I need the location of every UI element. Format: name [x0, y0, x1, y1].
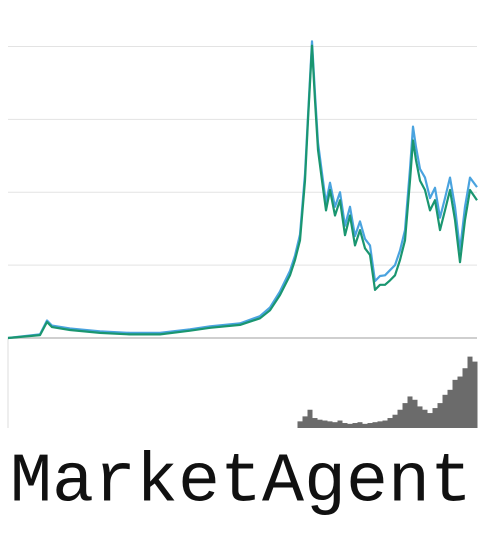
volume-bar [427, 413, 433, 428]
volume-bar [347, 423, 353, 428]
volume-bar [432, 408, 438, 428]
volume-bar [352, 423, 358, 428]
volume-bar [467, 356, 473, 428]
volume-bar [447, 389, 453, 428]
price-line [7, 44, 478, 340]
volume-bar [382, 420, 388, 428]
volume-bar [402, 403, 408, 428]
volume-bar [372, 422, 378, 428]
volume-bar [397, 409, 403, 428]
volume-bar [322, 420, 328, 428]
price-line [7, 40, 478, 340]
volume-bar [392, 414, 398, 428]
volume-bar [297, 421, 303, 428]
volume-bar [407, 396, 413, 428]
volume-bar [357, 422, 363, 428]
volume-bar [317, 419, 323, 428]
chart-title: MarketAgent [10, 443, 472, 522]
volume-bar [462, 368, 468, 428]
volume-bar [412, 399, 418, 428]
volume-bar [417, 406, 423, 428]
volume-bar [332, 422, 338, 428]
volume-bar [342, 423, 348, 428]
volume-bar [327, 421, 333, 428]
volume-bar [472, 361, 478, 428]
volume-bar [437, 403, 443, 428]
volume-bar [302, 416, 308, 428]
volume-bar [367, 423, 373, 428]
volume-bar [442, 394, 448, 428]
volume-bar [362, 423, 368, 428]
volume-bar [307, 409, 313, 428]
volume-bar [422, 409, 428, 428]
volume-bar [452, 379, 458, 428]
volume-bar [312, 418, 318, 428]
volume-bar [387, 418, 393, 428]
volume-bar [457, 376, 463, 428]
volume-bar [377, 421, 383, 428]
volume-bar [337, 420, 343, 428]
